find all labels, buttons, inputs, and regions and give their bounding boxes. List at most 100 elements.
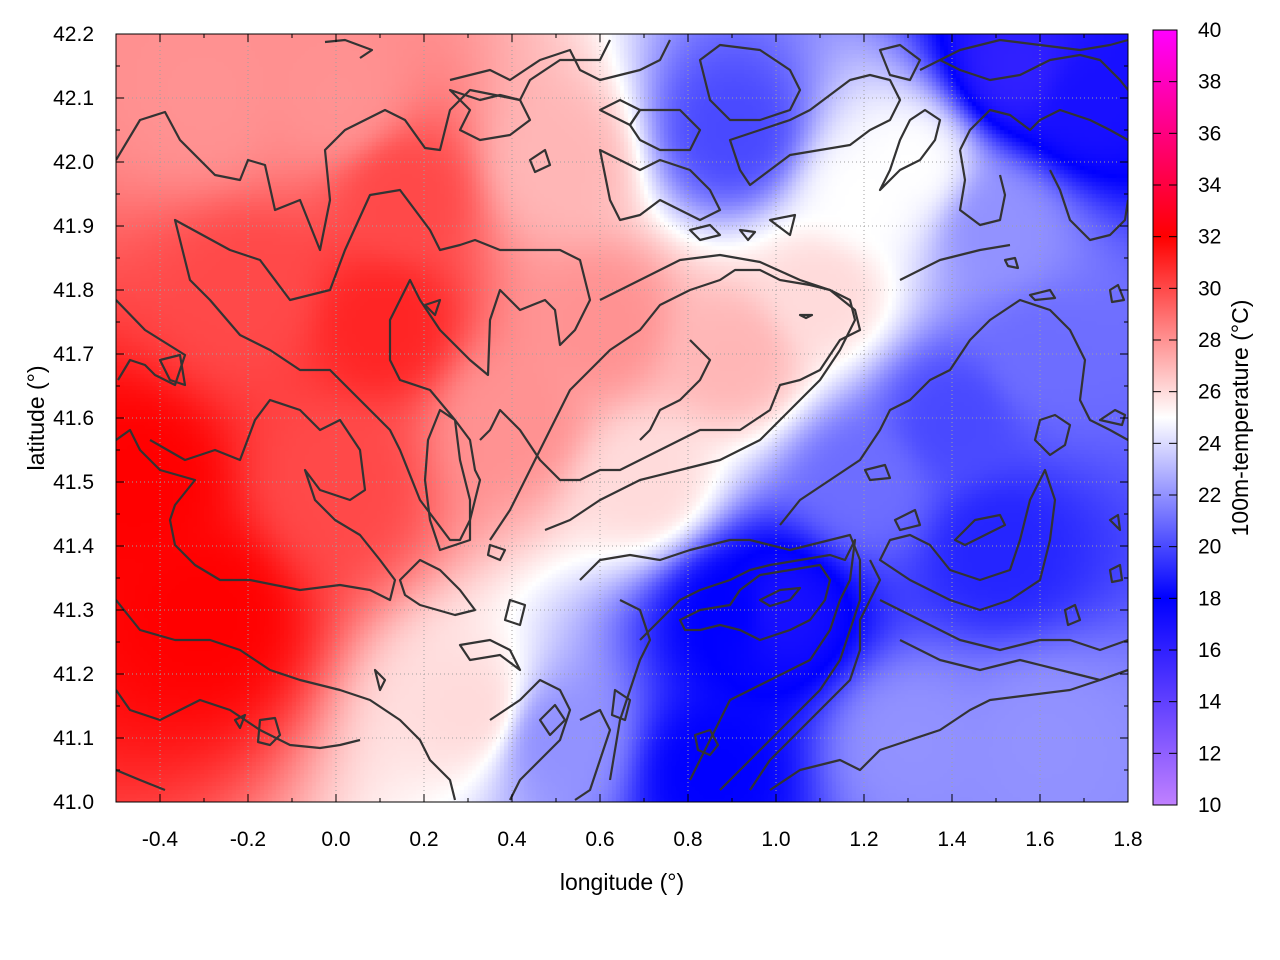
contour-lines (116, 38, 1128, 801)
x-tick-label: 1.8 (1113, 828, 1142, 851)
contour-line (528, 148, 552, 174)
contour-line (728, 73, 902, 187)
contour-line (768, 213, 797, 237)
contour-line (449, 39, 671, 82)
contour-line (116, 398, 397, 602)
y-tick-label: 41.8 (53, 279, 94, 302)
contour-line (688, 223, 722, 242)
colorbar-tick-label: 40 (1198, 19, 1221, 42)
x-axis-label: longitude (°) (560, 869, 684, 895)
colorbar-tick-label: 12 (1198, 742, 1221, 765)
y-axis-ticks: 41.0 41.1 41.2 41.3 41.4 41.5 41.6 41.7 41.8 41.9… (53, 23, 1128, 814)
x-tick-label: 0.2 (409, 828, 438, 851)
contour-line (233, 713, 247, 730)
colorbar-tick-label: 22 (1198, 484, 1221, 507)
contour-line (579, 533, 862, 791)
contour-line (878, 43, 922, 82)
contour-line (879, 599, 1128, 652)
y-tick-label: 41.3 (53, 599, 94, 622)
y-tick-label: 41.9 (53, 215, 94, 238)
contour-line (959, 108, 1128, 151)
contour-line (173, 188, 592, 542)
contour-line (1028, 288, 1057, 302)
colorbar-label: 100m-temperature (°C) (1227, 300, 1253, 537)
contour-line (423, 408, 472, 552)
contour-line (256, 716, 282, 747)
contour-line (678, 563, 832, 642)
y-axis-label: latitude (°) (23, 365, 49, 470)
x-tick-label: 0.8 (673, 828, 702, 851)
contour-line (479, 253, 862, 482)
contour-line (574, 708, 612, 801)
colorbar-tick-label: 38 (1198, 71, 1221, 94)
y-tick-label: 41.5 (53, 471, 94, 494)
contour-line (639, 538, 857, 781)
contour-line (116, 599, 457, 801)
colorbar-tick-label: 18 (1198, 587, 1221, 610)
contour-line (953, 513, 1007, 547)
y-tick-label: 41.7 (53, 343, 94, 366)
contour-line (863, 463, 892, 482)
colorbar-tick-label: 16 (1198, 639, 1221, 662)
colorbar-tick-label: 10 (1198, 794, 1221, 817)
x-tick-label: 1.4 (937, 828, 967, 851)
contour-line (489, 268, 857, 541)
y-tick-label: 41.4 (53, 535, 94, 558)
y-tick-label: 42.2 (53, 23, 94, 46)
contour-line (373, 668, 387, 692)
contour-line (116, 689, 361, 750)
x-tick-label: 0.0 (321, 828, 350, 851)
colorbar-tick-label: 28 (1198, 329, 1221, 352)
contour-line (878, 108, 942, 192)
contour-line (503, 598, 527, 627)
colorbar-gradient (1152, 29, 1178, 806)
contour-line (798, 313, 814, 320)
contour-line (693, 728, 720, 757)
contour-line (608, 599, 652, 781)
x-tick-label: 1.2 (849, 828, 878, 851)
contour-line (779, 298, 1128, 526)
contour-line (958, 149, 1007, 227)
y-tick-label: 42.1 (53, 87, 94, 110)
colorbar-tick-label: 30 (1198, 277, 1221, 300)
colorbar: 10 12 14 16 18 20 22 24 26 28 30 32 34 36 38 40 100m-te… (1152, 19, 1253, 817)
contour-line (878, 468, 1057, 612)
x-tick-label: -0.2 (230, 828, 266, 851)
contour-line (1098, 408, 1127, 427)
contour-line (324, 38, 374, 59)
y-tick-label: 41.6 (53, 407, 94, 430)
x-tick-label: 0.6 (585, 828, 614, 851)
x-axis-ticks: -0.4 -0.2 0.0 0.2 0.4 0.6 0.8 1.0 1.2 1.4 1.6 1.8 (115, 34, 1143, 851)
colorbar-tick-label: 34 (1198, 174, 1222, 197)
contour-line (1033, 413, 1072, 457)
colorbar-tick-label: 36 (1198, 122, 1221, 145)
colorbar-tick-label: 32 (1198, 226, 1221, 249)
contour-line (610, 688, 632, 722)
y-tick-label: 41.2 (53, 663, 94, 686)
contour-line (1108, 283, 1126, 304)
contour-line (1063, 603, 1082, 627)
contour-line (398, 558, 477, 617)
contour-line (639, 339, 712, 441)
colorbar-tick-label: 14 (1198, 691, 1222, 714)
colorbar-tick-label: 26 (1198, 381, 1221, 404)
contour-line (758, 586, 802, 608)
contour-line (1049, 169, 1128, 242)
plot-area: -0.4 -0.2 0.0 0.2 0.4 0.6 0.8 1.0 1.2 1.4 1.6 1.8 4… (53, 23, 1142, 851)
colorbar-tick-label: 24 (1198, 432, 1222, 455)
contour-line (448, 88, 532, 142)
contour-line (893, 508, 922, 532)
colorbar-ticks: 10 12 14 16 18 20 22 24 26 28 30 32 34 36 38 40 (1153, 19, 1222, 817)
contour-line (1108, 563, 1124, 584)
contour-line (628, 108, 702, 152)
contour-line (598, 148, 722, 222)
contour-line (1108, 513, 1122, 532)
contour-line (749, 559, 882, 791)
contour-line (738, 228, 757, 242)
contour-line (158, 353, 187, 387)
contour-line (769, 668, 1128, 791)
contour-line (116, 299, 187, 387)
x-tick-label: 1.0 (761, 828, 790, 851)
contour-line (458, 638, 522, 672)
colorbar-tick-label: 20 (1198, 536, 1221, 559)
